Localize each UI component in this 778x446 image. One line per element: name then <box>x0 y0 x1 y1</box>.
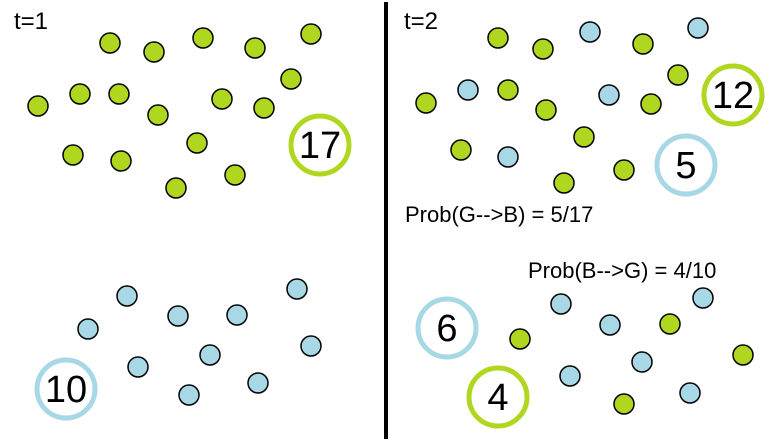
green-dot <box>659 313 681 335</box>
green-dot <box>553 172 575 194</box>
blue-dot <box>631 351 653 373</box>
green-dot <box>186 132 208 154</box>
prob-blue-to-green: Prob(B-->G) = 4/10 <box>528 258 717 283</box>
blue-dot <box>178 384 200 406</box>
blue-count-ring <box>654 133 718 197</box>
green-dot <box>573 126 595 148</box>
blue-dot <box>77 318 99 340</box>
green-dot <box>192 27 214 49</box>
green-dot <box>667 64 689 86</box>
green-dot <box>415 92 437 114</box>
blue-dot <box>550 293 572 315</box>
count-label: 10 <box>45 369 87 411</box>
green-dot <box>280 68 302 90</box>
blue-dot <box>579 21 601 43</box>
blue-dot <box>116 285 138 307</box>
blue-dot <box>457 79 479 101</box>
blue-dot <box>127 356 149 378</box>
blue-dot <box>226 304 248 326</box>
blue-dot <box>687 17 709 39</box>
green-count-ring <box>288 113 352 177</box>
green-dot <box>99 32 121 54</box>
blue-dot <box>679 382 701 404</box>
green-dot <box>640 93 662 115</box>
green-dot <box>535 99 557 121</box>
green-dot <box>62 144 84 166</box>
green-dot <box>165 177 187 199</box>
blue-dot <box>599 314 621 336</box>
count-label: 5 <box>675 145 696 187</box>
prob-green-to-blue: Prob(G-->B) = 5/17 <box>405 202 594 227</box>
green-dot <box>110 150 132 172</box>
blue-dot <box>199 344 221 366</box>
green-dot <box>147 104 169 126</box>
count-label: 6 <box>436 308 457 350</box>
count-rings: 17 10 12 5 64 <box>34 63 765 429</box>
green-dot <box>211 88 233 110</box>
green-dot <box>532 38 554 60</box>
green-dot <box>253 97 275 119</box>
count-label: 4 <box>487 377 508 419</box>
green-dot <box>509 328 531 350</box>
green-dot <box>732 344 754 366</box>
green-dot <box>487 27 509 49</box>
population-dots <box>27 17 754 415</box>
blue-dot <box>598 84 620 106</box>
green-dot <box>300 23 322 45</box>
time-label-t1: t=1 <box>14 8 49 35</box>
green-dot <box>244 37 266 59</box>
time-label-t2: t=2 <box>404 8 439 35</box>
blue-dot <box>247 372 269 394</box>
green-dot <box>613 159 635 181</box>
green-dot <box>450 139 472 161</box>
blue-dot <box>286 278 308 300</box>
green-dot <box>108 83 130 105</box>
green-dot <box>27 95 49 117</box>
blue-count-ring <box>415 296 479 360</box>
blue-dot <box>167 305 189 327</box>
count-label: 12 <box>712 75 754 117</box>
green-dot <box>143 41 165 63</box>
green-dot <box>613 393 635 415</box>
green-dot <box>497 79 519 101</box>
blue-dot <box>559 365 581 387</box>
blue-dot <box>692 287 714 309</box>
green-dot <box>69 83 91 105</box>
blue-dot <box>300 335 322 357</box>
count-label: 17 <box>299 125 341 167</box>
green-dot <box>224 164 246 186</box>
green-count-ring <box>466 365 530 429</box>
green-count-ring <box>701 63 765 127</box>
blue-dot <box>497 146 519 168</box>
blue-count-ring <box>34 357 98 421</box>
green-dot <box>632 33 654 55</box>
